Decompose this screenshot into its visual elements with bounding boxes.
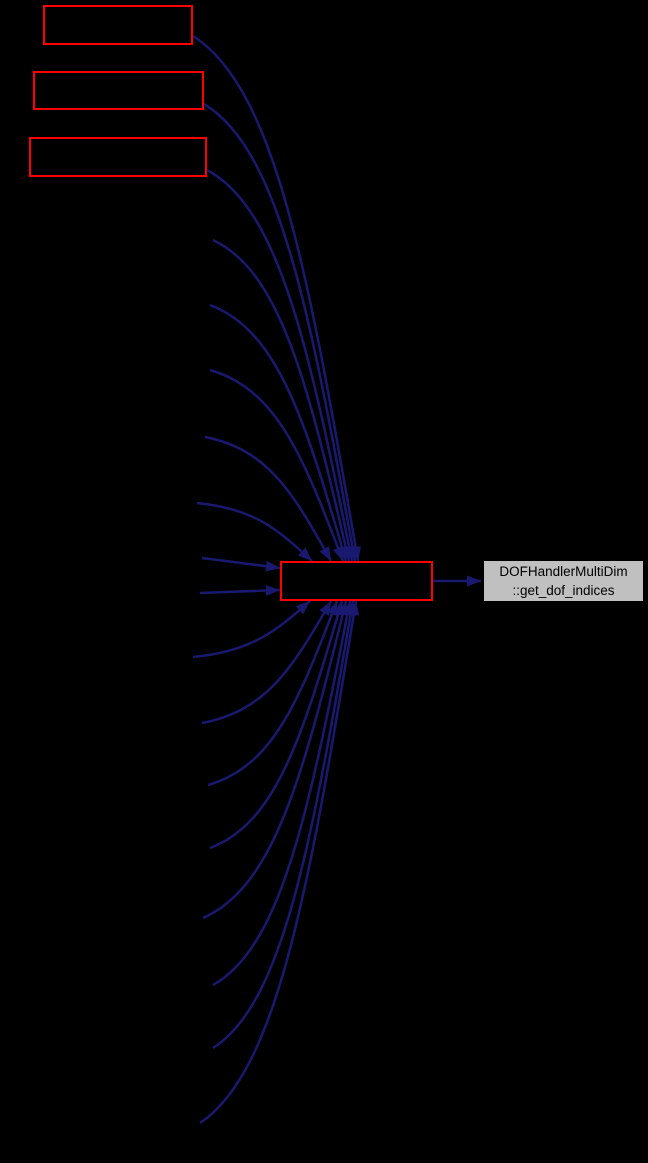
caller-edge-17	[212, 600, 357, 1050]
caller-edge-14	[209, 600, 344, 850]
caller-node-3[interactable]	[29, 137, 207, 177]
caller-edge-15	[202, 600, 348, 920]
caller-edge-2	[203, 102, 358, 562]
caller-node-2[interactable]	[33, 71, 204, 110]
caller-edge-7	[204, 435, 333, 562]
caller-edge-11	[192, 600, 311, 659]
caller-edge-6	[209, 368, 345, 562]
caller-edge-1	[192, 34, 362, 562]
caller-edge-3	[206, 168, 355, 562]
target-node-label-line2: ::get_dof_indices	[512, 583, 615, 598]
caller-edge-8	[196, 501, 313, 562]
caller-edge-10	[199, 585, 281, 597]
caller-edge-9	[201, 556, 281, 572]
caller-edge-18	[199, 600, 360, 1125]
caller-node-1[interactable]	[43, 5, 193, 45]
target-node-label-line1: DOFHandlerMultiDim	[499, 564, 628, 579]
focus-node[interactable]	[280, 561, 433, 601]
caller-edge-13	[207, 600, 339, 787]
caller-edge-12	[201, 600, 333, 725]
caller-edge-16	[212, 600, 353, 987]
target-node: DOFHandlerMultiDim ::get_dof_indices	[483, 560, 644, 602]
caller-edge-5	[209, 303, 348, 562]
caller-edge-4	[212, 238, 352, 562]
